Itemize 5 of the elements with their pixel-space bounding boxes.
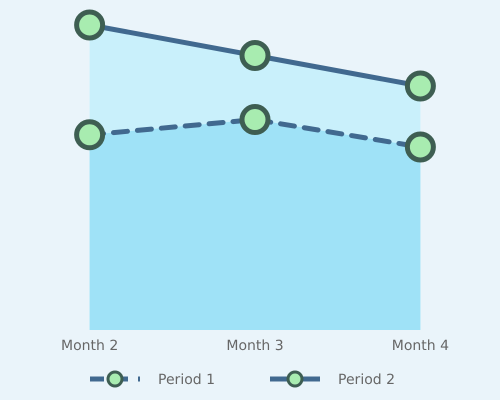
- x-tick-label: Month 4: [392, 338, 450, 354]
- x-tick-label: Month 2: [60, 338, 118, 354]
- legend-label: Period 1: [158, 372, 216, 388]
- x-tick-label: Month 3: [226, 338, 284, 354]
- legend-label: Period 2: [338, 372, 396, 388]
